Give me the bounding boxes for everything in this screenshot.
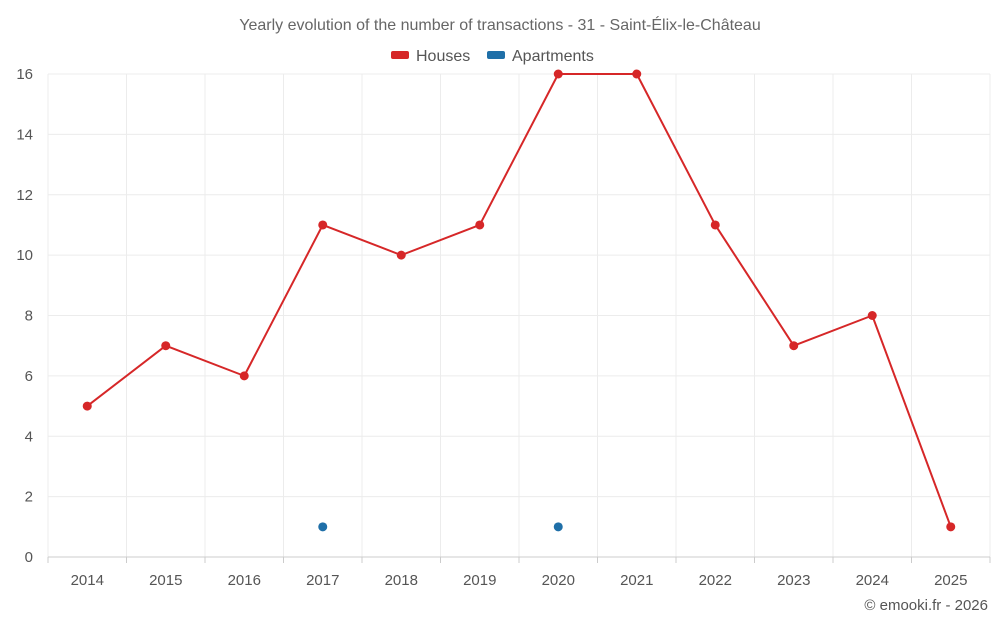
x-tick-label: 2020 xyxy=(542,572,575,589)
legend-label-houses: Houses xyxy=(416,48,470,65)
x-tick-label: 2022 xyxy=(699,572,732,589)
legend-swatch-houses xyxy=(391,51,409,59)
data-point-houses[interactable] xyxy=(710,220,720,230)
legend-item-apartments[interactable]: Apartments xyxy=(487,48,594,65)
chart-title: Yearly evolution of the number of transa… xyxy=(239,15,760,34)
y-tick-label: 10 xyxy=(16,247,33,264)
y-tick-label: 0 xyxy=(25,549,33,566)
x-tick-label: 2023 xyxy=(777,572,810,589)
data-point-houses[interactable] xyxy=(82,401,92,411)
y-tick-label: 14 xyxy=(16,126,33,143)
x-tick-label: 2025 xyxy=(934,572,967,589)
grid xyxy=(47,73,991,557)
data-point-houses[interactable] xyxy=(161,341,171,351)
data-point-houses[interactable] xyxy=(396,250,406,260)
series-layer xyxy=(82,69,956,532)
data-point-houses[interactable] xyxy=(632,69,642,79)
y-tick-label: 16 xyxy=(16,66,33,83)
data-point-apartments[interactable] xyxy=(553,522,563,532)
legend-label-apartments: Apartments xyxy=(512,48,594,65)
data-point-houses[interactable] xyxy=(318,220,328,230)
x-tick-label: 2019 xyxy=(463,572,496,589)
data-point-houses[interactable] xyxy=(789,341,799,351)
data-point-houses[interactable] xyxy=(239,371,249,381)
x-tick-label: 2018 xyxy=(385,572,418,589)
series-line-houses xyxy=(86,73,952,528)
x-tick-label: 2021 xyxy=(620,572,653,589)
x-tick-label: 2015 xyxy=(149,572,182,589)
y-tick-label: 8 xyxy=(25,308,33,325)
y-axis-ticks: 0 2 4 6 8 10 12 14 16 xyxy=(16,66,33,566)
data-point-houses[interactable] xyxy=(553,69,563,79)
y-tick-label: 4 xyxy=(25,428,33,445)
data-point-houses[interactable] xyxy=(946,522,956,532)
x-tick-label: 2014 xyxy=(71,572,104,589)
legend: Houses Apartments xyxy=(391,48,594,65)
x-tick-label: 2024 xyxy=(856,572,889,589)
x-axis-ticks: 2014 2015 2016 2017 2018 2019 2020 2021 2022 2023… xyxy=(47,557,991,589)
legend-swatch-apartments xyxy=(487,51,505,59)
data-point-houses[interactable] xyxy=(867,311,877,320)
x-tick-label: 2017 xyxy=(306,572,339,589)
y-tick-label: 6 xyxy=(25,368,33,385)
data-point-apartments[interactable] xyxy=(318,522,328,532)
data-point-houses[interactable] xyxy=(475,220,485,230)
y-tick-label: 2 xyxy=(25,489,33,506)
legend-item-houses[interactable]: Houses xyxy=(391,48,470,65)
x-tick-label: 2016 xyxy=(228,572,261,589)
credit-text: © emooki.fr - 2026 xyxy=(864,597,988,614)
y-tick-label: 12 xyxy=(16,187,33,204)
